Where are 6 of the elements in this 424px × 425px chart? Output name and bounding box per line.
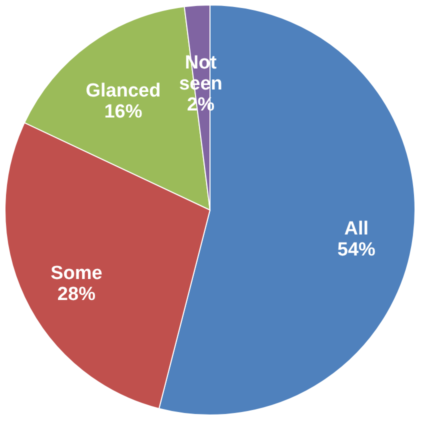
data-label: 54% [337, 240, 376, 260]
data-label: 28% [57, 284, 96, 305]
data-label: 16% [104, 102, 142, 123]
slice-label: Glanced [86, 80, 161, 102]
slice-label: All [344, 218, 369, 240]
slice-label: Some [50, 262, 102, 284]
